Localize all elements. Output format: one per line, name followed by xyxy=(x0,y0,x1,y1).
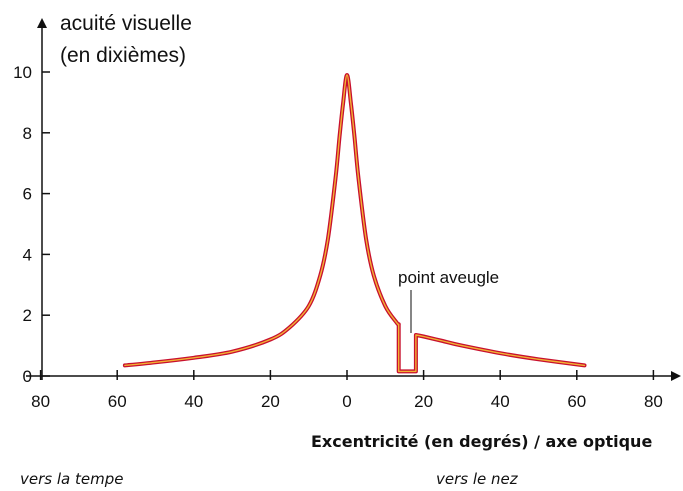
x-tick-label: 20 xyxy=(414,392,433,411)
x-tick-label: 60 xyxy=(108,392,127,411)
x-tick-label: 40 xyxy=(184,392,203,411)
x-tick-label: 80 xyxy=(31,392,50,411)
x-tick-label: 0 xyxy=(342,392,351,411)
x-tick-label: 60 xyxy=(567,392,586,411)
x-axis-arrow-icon xyxy=(671,371,681,381)
y-axis-title-line-1: acuité visuelle xyxy=(60,12,192,35)
x-tick-label: 80 xyxy=(644,392,663,411)
acuity-curve xyxy=(124,74,586,373)
y-tick-label: 8 xyxy=(23,124,32,143)
y-tick-label: 6 xyxy=(23,185,32,204)
y-tick-label: 2 xyxy=(23,306,32,325)
blind-spot-label: point aveugle xyxy=(398,268,499,287)
note-right: vers le nez xyxy=(436,470,519,488)
y-tick-label: 4 xyxy=(23,245,32,264)
ticks: 0 2 4 6 8 10 80 60 40 20 0 20 40 60 80 xyxy=(13,63,663,411)
x-tick-label: 20 xyxy=(261,392,280,411)
note-left: vers la tempe xyxy=(20,470,123,488)
y-tick-label: 10 xyxy=(13,63,32,82)
axes xyxy=(26,18,681,381)
x-axis-title: Excentricité (en degrés) / axe optique xyxy=(311,432,652,451)
x-tick-label: 40 xyxy=(491,392,510,411)
acuity-curve-outline xyxy=(122,73,587,374)
y-axis-arrow-icon xyxy=(37,18,47,28)
y-tick-label: 0 xyxy=(23,367,32,386)
y-axis-title-line-2: (en dixièmes) xyxy=(60,44,186,67)
series-group xyxy=(122,73,587,374)
